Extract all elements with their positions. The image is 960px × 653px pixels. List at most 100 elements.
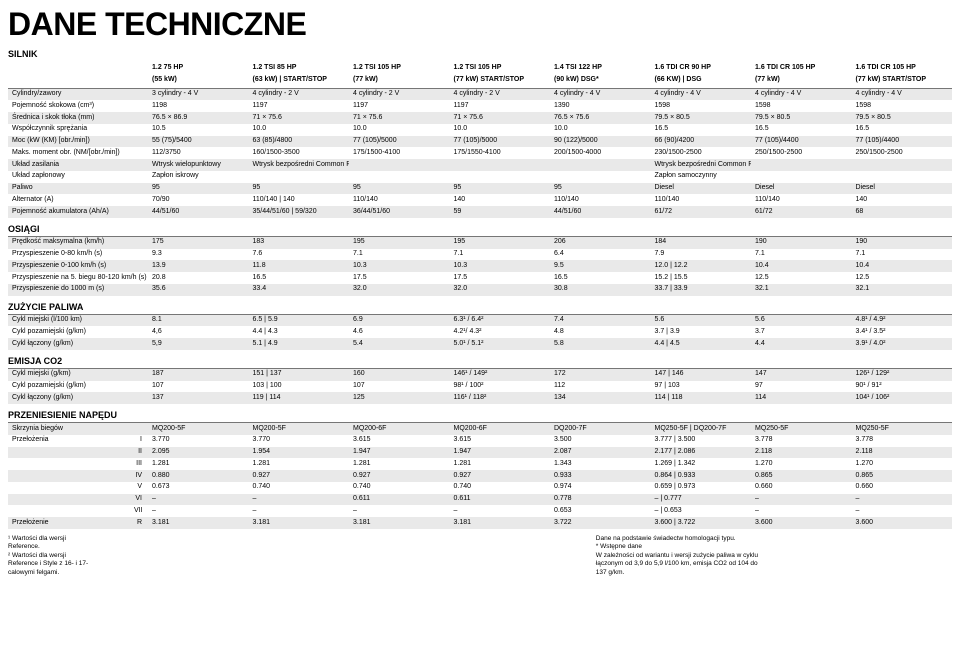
- cell: 3.7: [751, 326, 852, 338]
- cell: 3.777 | 3.500: [651, 435, 752, 447]
- cell: 79.5 × 80.5: [651, 112, 752, 124]
- cell: 4.6: [349, 326, 450, 338]
- row-label: Układ zapłonowy: [8, 171, 148, 183]
- cell: 77 (105)/4400: [751, 136, 852, 148]
- cell: 4.4 | 4.5: [651, 338, 752, 350]
- col-head: 1.4 TSI 122 HP: [550, 61, 651, 74]
- cell: 4.4: [751, 338, 852, 350]
- cell: 1197: [249, 100, 350, 112]
- cell: 0.933: [550, 470, 651, 482]
- cell: MQ250-5F | DQ200-7F: [651, 423, 752, 435]
- col-head: 1.2 TSI 105 HP: [349, 61, 450, 74]
- cell: 9.3: [148, 249, 249, 261]
- section-emisja-label: EMISJA CO2: [8, 356, 952, 366]
- gear-label: VII: [130, 505, 148, 517]
- cell: 32.0: [349, 284, 450, 296]
- cell: 10.4: [751, 260, 852, 272]
- cell: 110/140: [751, 194, 852, 206]
- cell: [751, 171, 852, 183]
- table-row: Cykl łączony (g/km)137119 | 114125116¹ /…: [8, 392, 952, 404]
- cell: 59: [450, 206, 551, 218]
- cell: Diesel: [751, 183, 852, 195]
- cell: –: [852, 505, 953, 517]
- row-label: Przyspieszenie 0-80 km/h (s): [8, 249, 148, 261]
- cell: 77 (105)/5000: [349, 136, 450, 148]
- row-label: Przyspieszenie na 5. biegu 80-120 km/h (…: [8, 272, 148, 284]
- emisja-table: Cykl miejski (g/km)187151 | 137160146¹ /…: [8, 368, 952, 404]
- cell: [249, 171, 350, 183]
- cell: 3.181: [249, 517, 350, 529]
- gear-label: VI: [130, 494, 148, 506]
- cell: 4 cylindry - 4 V: [751, 88, 852, 100]
- cell: 3.778: [852, 435, 953, 447]
- row-label: Cykl pozamiejski (g/km): [8, 326, 148, 338]
- row-label: Pojemność akumulatora (Ah/A): [8, 206, 148, 218]
- cell: 61/72: [751, 206, 852, 218]
- cell: 4 cylindry - 2 V: [249, 88, 350, 100]
- silnik-table: 1.2 75 HP 1.2 TSI 85 HP 1.2 TSI 105 HP 1…: [8, 61, 952, 218]
- table-row: VI––0.6110.6110.778– | 0.777––: [8, 494, 952, 506]
- row-label: [8, 482, 130, 494]
- cell: 3.9¹ / 4.0²: [852, 338, 953, 350]
- cell: 1598: [852, 100, 953, 112]
- cell: 5.0¹ / 5.1²: [450, 338, 551, 350]
- cell: 0.864 | 0.933: [651, 470, 752, 482]
- cell: 98¹ / 100²: [450, 381, 551, 393]
- cell: 206: [550, 236, 651, 248]
- cell: 2.177 | 2.086: [651, 447, 752, 459]
- cell: 3.778: [751, 435, 852, 447]
- cell: 10.0: [550, 124, 651, 136]
- cell: 1.270: [852, 458, 953, 470]
- row-label: Cykl łączony (g/km): [8, 338, 148, 350]
- row-label: Cykl łączony (g/km): [8, 392, 148, 404]
- cell: 200/1500-4000: [550, 147, 651, 159]
- table-row: IV0.8800.9270.9270.9270.9330.864 | 0.933…: [8, 470, 952, 482]
- cell: 4 cylindry - 2 V: [349, 88, 450, 100]
- cell: 1.281: [349, 458, 450, 470]
- row-label: [8, 494, 130, 506]
- przeniesienie-table: Skrzynia biegówMQ200-5FMQ200-5FMQ200-6FM…: [8, 422, 952, 529]
- cell: 190: [751, 236, 852, 248]
- table-row: Przyspieszenie do 1000 m (s)35.633.432.0…: [8, 284, 952, 296]
- cell: 3.600 | 3.722: [651, 517, 752, 529]
- cell: 0.880: [148, 470, 249, 482]
- cell: 183: [249, 236, 350, 248]
- col-sub: (77 kW): [751, 74, 852, 88]
- cell: –: [751, 505, 852, 517]
- table-row: VII––––0.653– | 0.653––: [8, 505, 952, 517]
- cell: 4.4 | 4.3: [249, 326, 350, 338]
- cell: 0.611: [349, 494, 450, 506]
- cell: 12.5: [751, 272, 852, 284]
- cell: [550, 171, 651, 183]
- cell: 35.6: [148, 284, 249, 296]
- row-label: Pojemność skokowa (cm³): [8, 100, 148, 112]
- col-sub: (77 kW) START/STOP: [852, 74, 953, 88]
- cell: 63 (85)/4800: [249, 136, 350, 148]
- cell: 151 | 137: [249, 368, 350, 380]
- table-row: Przyspieszenie 0-100 km/h (s)13.911.810.…: [8, 260, 952, 272]
- cell: 4 cylindry - 4 V: [651, 88, 752, 100]
- cell: 66 (90)/4200: [651, 136, 752, 148]
- cell: 77 (105)/4400: [852, 136, 953, 148]
- row-label: Układ zasilania: [8, 159, 148, 171]
- cell: 1.281: [148, 458, 249, 470]
- gear-col: [130, 423, 148, 435]
- cell: 4,6: [148, 326, 249, 338]
- gear-label: R: [130, 517, 148, 529]
- table-row: Przyspieszenie 0-80 km/h (s)9.37.67.17.1…: [8, 249, 952, 261]
- cell: 44/51/60: [148, 206, 249, 218]
- col-head: 1.2 75 HP: [148, 61, 249, 74]
- cell: 187: [148, 368, 249, 380]
- cell: [852, 159, 953, 171]
- cell: Diesel: [852, 183, 953, 195]
- cell: 175/1500-4100: [349, 147, 450, 159]
- cell: 4 cylindry - 2 V: [450, 88, 551, 100]
- cell: 11.8: [249, 260, 350, 272]
- cell: 6.9: [349, 314, 450, 326]
- col-head: 1.6 TDI CR 105 HP: [852, 61, 953, 74]
- cell: –: [450, 505, 551, 517]
- cell: 137: [148, 392, 249, 404]
- row-label: Przyspieszenie 0-100 km/h (s): [8, 260, 148, 272]
- cell: [550, 159, 651, 171]
- table-row: II2.0951.9541.9471.9472.0872.177 | 2.086…: [8, 447, 952, 459]
